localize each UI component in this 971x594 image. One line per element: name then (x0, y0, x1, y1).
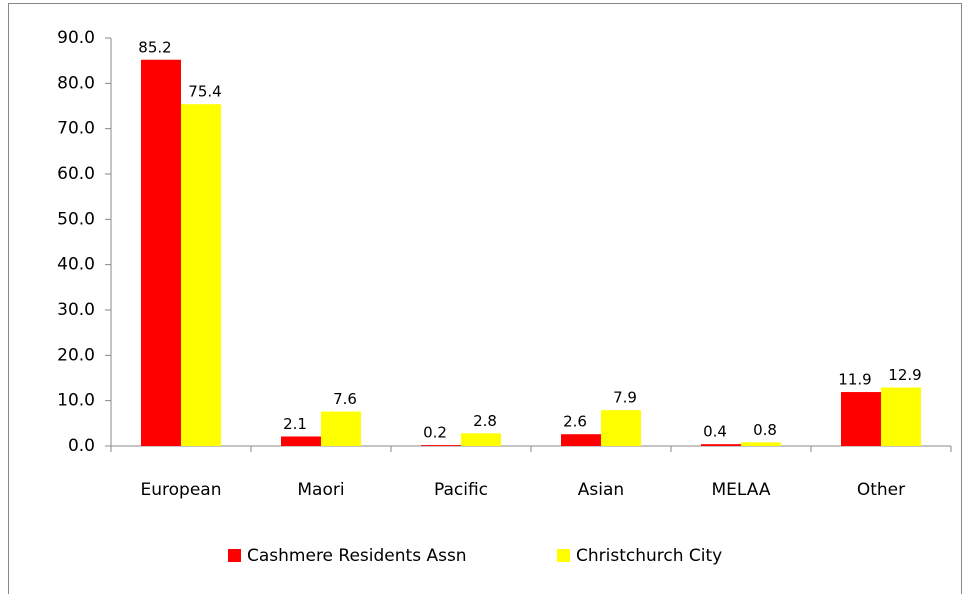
legend-swatch (557, 549, 570, 562)
data-label: 2.8 (473, 412, 497, 430)
data-label: 11.9 (838, 371, 871, 389)
legend-label: Christchurch City (576, 546, 722, 566)
x-tick-label: Maori (297, 480, 344, 500)
bar (281, 436, 321, 446)
legend-swatch (228, 549, 241, 562)
x-tick-label: MELAA (711, 480, 770, 500)
bar (461, 433, 501, 446)
data-label: 2.6 (563, 413, 587, 431)
bar (321, 411, 361, 446)
data-label: 85.2 (138, 38, 171, 56)
bar (841, 392, 881, 446)
y-tick-label: 0.0 (68, 436, 95, 456)
bar (561, 434, 601, 446)
y-tick-label: 50.0 (57, 209, 95, 229)
x-tick-label: Pacific (434, 480, 488, 500)
y-tick-label: 20.0 (57, 345, 95, 365)
bar (881, 387, 921, 446)
x-tick-label: Asian (578, 480, 624, 500)
y-tick-label: 30.0 (57, 300, 95, 320)
x-tick-label: European (141, 480, 222, 500)
y-tick-label: 10.0 (57, 391, 95, 411)
data-label: 0.2 (423, 424, 447, 442)
bar (701, 444, 741, 446)
bar (421, 445, 461, 446)
data-label: 0.4 (703, 423, 727, 441)
bar (601, 410, 641, 446)
bar (741, 442, 781, 446)
y-tick-label: 70.0 (57, 119, 95, 139)
data-label: 0.8 (753, 421, 777, 439)
data-label: 2.1 (283, 415, 307, 433)
data-label: 75.4 (188, 83, 221, 101)
data-label: 7.6 (333, 390, 357, 408)
y-tick-label: 80.0 (57, 73, 95, 93)
bar (141, 59, 181, 446)
data-label: 7.9 (613, 389, 637, 407)
y-tick-label: 90.0 (57, 28, 95, 48)
data-label: 12.9 (888, 366, 921, 384)
x-tick-label: Other (857, 480, 905, 500)
y-tick-label: 60.0 (57, 164, 95, 184)
bar (181, 104, 221, 446)
y-tick-label: 40.0 (57, 255, 95, 275)
legend-label: Cashmere Residents Assn (247, 546, 467, 566)
